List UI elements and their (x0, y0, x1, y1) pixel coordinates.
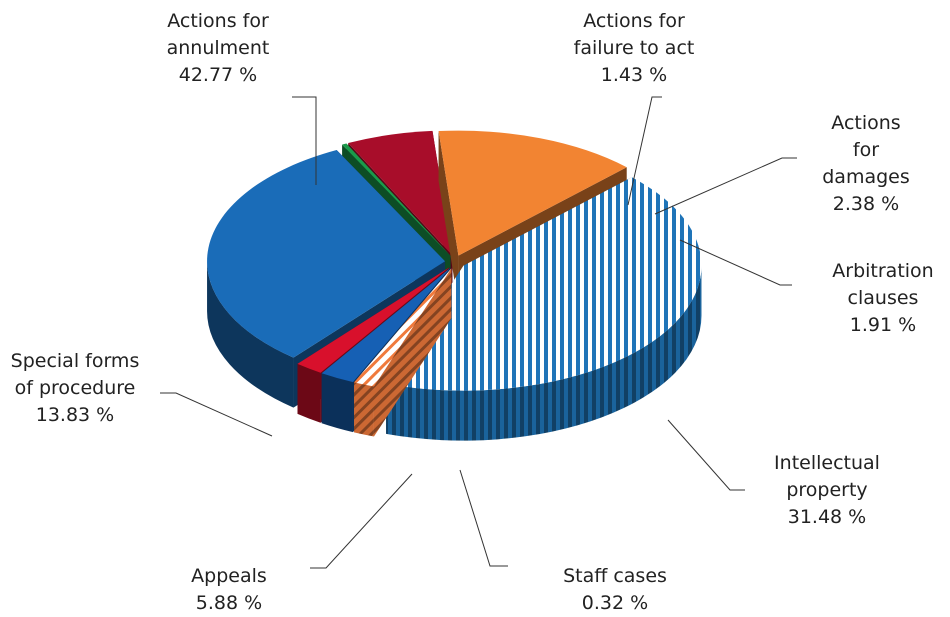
category-label: Arbitration clauses (832, 260, 934, 309)
value-label: 5.88 % (195, 592, 263, 614)
category-label: Staff cases (563, 565, 667, 587)
slice-label: Actions for annulment 42.77 % (167, 8, 270, 89)
leader-line (160, 392, 273, 437)
value-label: 42.77 % (178, 64, 258, 86)
category-label: Actions for failure to act (573, 10, 695, 59)
slice (438, 130, 627, 256)
category-label: Appeals (191, 565, 267, 587)
slice-label: Actions for failure to act 1.43 % (574, 8, 695, 89)
slice-side (207, 261, 294, 408)
leader-line (310, 473, 413, 569)
value-label: 1.43 % (600, 64, 668, 86)
value-label: 0.32 % (581, 592, 649, 614)
slice-side (354, 382, 374, 437)
category-label: Actions for damages (822, 112, 910, 188)
category-label: Actions for annulment (166, 10, 270, 59)
leader-line (654, 157, 797, 215)
slice (297, 267, 450, 373)
slice-label: Intellectual property 31.48 % (774, 450, 880, 531)
slice-label: Appeals 5.88 % (191, 563, 267, 617)
slice-label: Arbitration clauses 1.91 % (832, 258, 933, 339)
slice-side (386, 265, 702, 441)
leader-line (459, 469, 508, 567)
slice (207, 149, 446, 358)
leader-line (679, 239, 792, 286)
slice (321, 268, 451, 383)
slice-label: Actions for damages 2.38 % (822, 110, 910, 218)
slice-wall (354, 268, 452, 433)
leader-line (627, 96, 662, 206)
value-label: 2.38 % (832, 193, 900, 215)
slice (354, 268, 452, 387)
value-label: 1.91 % (849, 314, 917, 336)
category-label: Special forms of procedure (10, 350, 140, 399)
slice-label: Staff cases 0.32 % (563, 563, 667, 617)
leader-line (667, 419, 745, 491)
slice (348, 130, 453, 256)
value-label: 13.83 % (35, 404, 115, 426)
slice-wall (438, 131, 459, 306)
slice-side (297, 363, 321, 423)
leader-line (292, 96, 317, 185)
value-label: 31.48 % (787, 506, 867, 528)
slice (386, 177, 702, 391)
slice-label: Special forms of procedure 13.83 % (11, 348, 140, 429)
category-label: Intellectual property (774, 452, 880, 501)
slice-side (321, 373, 353, 433)
slice (342, 143, 451, 256)
